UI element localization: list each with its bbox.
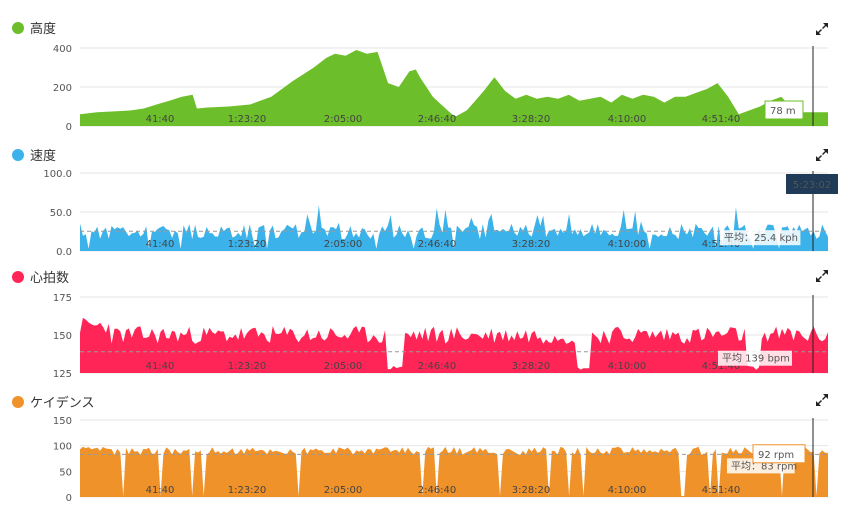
x-tick-label: 4:10:00 <box>608 114 647 125</box>
y-tick-label: 0 <box>66 493 72 504</box>
cursor-time-badge <box>786 174 838 194</box>
tooltip-label: 92 rpm <box>758 450 794 461</box>
x-tick-label: 2:05:00 <box>324 239 363 250</box>
tooltip-label: 78 m <box>770 106 796 117</box>
series-area <box>80 446 828 497</box>
y-tick-label: 0 <box>66 122 72 130</box>
heart-rate-title: 心拍数 <box>12 267 69 286</box>
x-tick-label: 2:05:00 <box>324 361 363 372</box>
x-tick-label: 2:05:00 <box>324 114 363 125</box>
average-label-bg <box>718 350 792 366</box>
speed-title-text: 速度 <box>30 149 57 164</box>
x-tick-label: 41:40 <box>146 114 175 125</box>
x-tick-label: 3:28:20 <box>512 239 551 250</box>
speed-chart: 100.0 50.0 0.0 41:40 1:23:20 2:05:00 2:46:40 3:… <box>43 169 838 255</box>
speed-panel: 速度 100.0 50.0 0.0 41:40 1:23:20 2:05:00 2:46:4… <box>0 130 849 255</box>
x-tick-label: 41:40 <box>146 485 175 496</box>
cadence-legend-dot <box>12 395 24 408</box>
altitude-title: 高度 <box>12 18 56 37</box>
x-tick-label: 3:28:20 <box>512 361 551 372</box>
y-tick-label: 150 <box>53 416 72 427</box>
y-tick-label: 0.0 <box>56 247 72 255</box>
x-tick-label: 1:23:20 <box>228 485 267 496</box>
average-label: 平均：25.4 kph <box>724 232 798 244</box>
altitude-legend-dot <box>12 21 24 34</box>
cadence-chart: 150 100 50 0 41:40 1:23:20 2:05:00 2:46:40 3:28:… <box>53 416 828 504</box>
y-tick-label: 150 <box>53 331 72 342</box>
expand-icon[interactable] <box>815 269 829 283</box>
x-tick-label: 1:23:20 <box>228 361 267 372</box>
y-tick-label: 175 <box>53 293 72 304</box>
x-tick-label: 1:23:20 <box>228 239 267 250</box>
average-label: 平均：83 rpm <box>731 460 797 472</box>
x-tick-label: 1:23:20 <box>228 114 267 125</box>
y-tick-label: 400 <box>53 44 72 55</box>
heart-rate-title-text: 心拍数 <box>30 271 70 286</box>
x-tick-label: 41:40 <box>146 361 175 372</box>
x-tick-label: 4:51:40 <box>702 485 741 496</box>
x-tick-label: 2:46:40 <box>418 361 457 372</box>
x-tick-label: 4:10:00 <box>608 239 647 250</box>
heart-rate-panel: 心拍数 175 150 125 41:40 1:23:20 2:05:00 2:46:40 3… <box>0 255 849 380</box>
expand-icon[interactable] <box>815 148 829 162</box>
y-tick-label: 100 <box>53 442 72 453</box>
y-tick-label: 50.0 <box>50 208 72 219</box>
tooltip-box <box>752 444 806 464</box>
series-area <box>80 317 828 373</box>
x-tick-label: 2:46:40 <box>418 114 457 125</box>
cursor-time-label: 5:23:02 <box>793 180 832 191</box>
x-tick-label: 4:10:00 <box>608 485 647 496</box>
heart-rate-chart: 175 150 125 41:40 1:23:20 2:05:00 2:46:40 3:28:… <box>53 293 828 380</box>
x-tick-label: 3:28:20 <box>512 114 551 125</box>
series-area <box>80 205 828 251</box>
cadence-title-text: ケイデンス <box>30 396 95 411</box>
x-tick-label: 4:10:00 <box>608 361 647 372</box>
tooltip-box <box>764 100 804 120</box>
y-tick-label: 125 <box>53 369 72 380</box>
x-tick-label: 4:51:40 <box>702 114 741 125</box>
cadence-title: ケイデンス <box>12 392 94 411</box>
speed-legend-dot <box>12 148 24 161</box>
altitude-chart: 400 200 0 41:40 1:23:20 2:05:00 2:46:40 3:28:20… <box>53 44 828 130</box>
average-label: 平均 139 bpm <box>722 353 790 365</box>
y-tick-label: 50 <box>59 467 72 478</box>
expand-icon[interactable] <box>815 22 829 36</box>
altitude-panel: 高度 400 200 0 41:40 1:23:20 2:05:00 2:46:40 3:28… <box>0 0 849 130</box>
x-tick-label: 4:51:40 <box>702 361 741 372</box>
y-tick-label: 100.0 <box>43 169 72 180</box>
x-tick-label: 41:40 <box>146 239 175 250</box>
x-tick-label: 2:46:40 <box>418 485 457 496</box>
speed-title: 速度 <box>12 145 56 164</box>
x-tick-label: 3:28:20 <box>512 485 551 496</box>
x-tick-label: 2:46:40 <box>418 239 457 250</box>
x-tick-label: 2:05:00 <box>324 485 363 496</box>
heart-rate-legend-dot <box>12 270 24 283</box>
average-label-bg <box>720 230 801 246</box>
expand-icon[interactable] <box>815 393 829 407</box>
altitude-title-text: 高度 <box>30 22 57 37</box>
cadence-panel: ケイデンス 150 100 50 0 41:40 1:23:20 2:05:00 2:46:4… <box>0 380 849 505</box>
series-area <box>80 50 828 126</box>
y-tick-label: 200 <box>53 83 72 94</box>
